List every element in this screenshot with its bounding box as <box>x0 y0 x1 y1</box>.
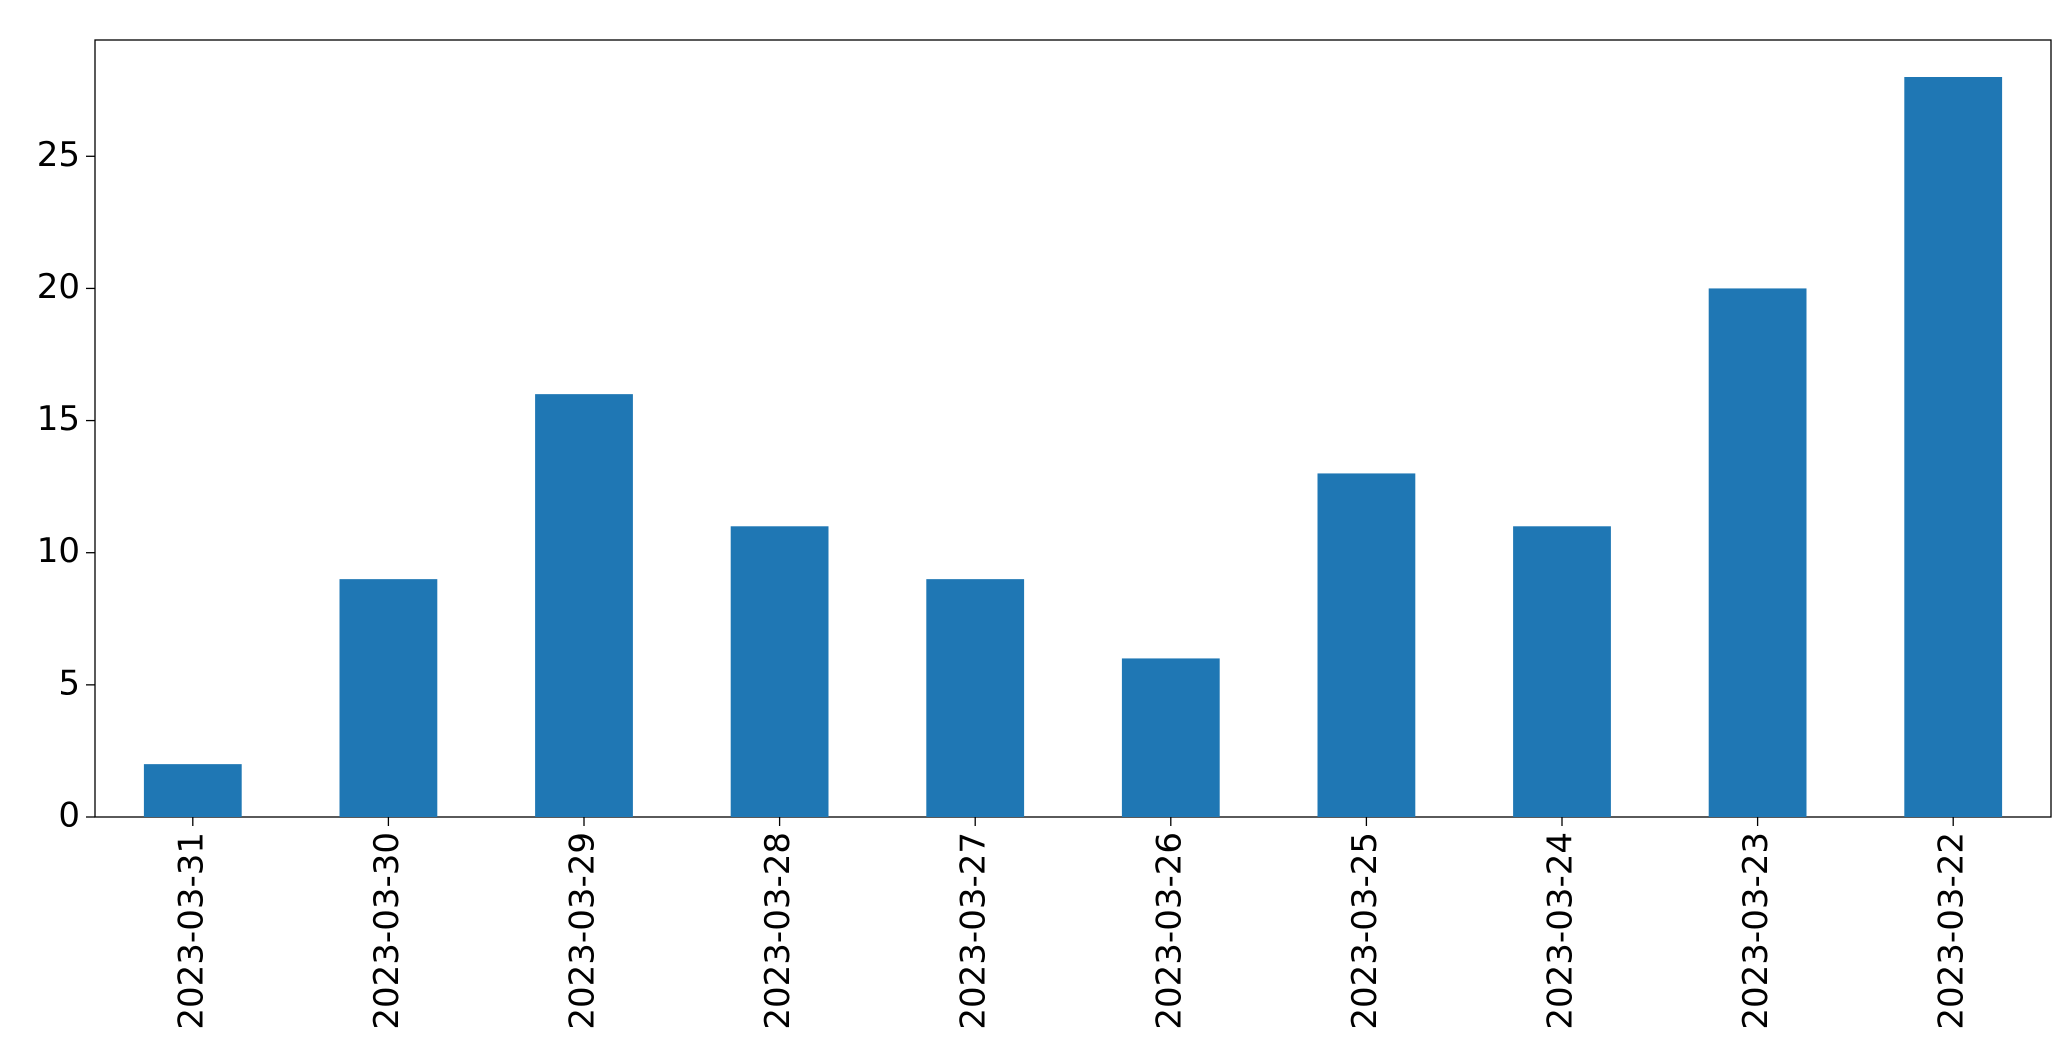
bar <box>339 579 438 817</box>
y-tick-label: 5 <box>58 663 80 703</box>
y-tick-label: 15 <box>37 399 80 439</box>
x-tick-label: 2023-03-24 <box>1541 832 1581 1030</box>
bar <box>1317 473 1416 817</box>
x-tick-label: 2023-03-31 <box>171 832 211 1030</box>
bar <box>1121 658 1220 817</box>
bar <box>730 526 829 817</box>
bar <box>143 764 242 817</box>
bar <box>1513 526 1611 817</box>
y-tick-label: 25 <box>37 135 80 175</box>
plot-frame <box>94 39 2052 818</box>
x-tick-label: 2023-03-27 <box>954 832 994 1030</box>
x-tick-label: 2023-03-30 <box>367 832 407 1030</box>
x-tick-label: 2023-03-28 <box>758 832 798 1030</box>
bar <box>926 579 1025 817</box>
x-tick-label: 2023-03-22 <box>1932 832 1972 1030</box>
y-tick-label: 10 <box>37 531 80 571</box>
bar <box>535 394 633 817</box>
x-tick-label: 2023-03-29 <box>563 832 603 1030</box>
x-tick-label: 2023-03-26 <box>1149 832 1189 1030</box>
y-tick-label: 0 <box>58 796 80 836</box>
bar <box>1904 77 2003 817</box>
y-tick-label: 20 <box>37 267 80 307</box>
x-tick-label: 2023-03-23 <box>1736 832 1776 1030</box>
bar <box>1708 288 1807 817</box>
x-tick-label: 2023-03-25 <box>1345 832 1385 1030</box>
